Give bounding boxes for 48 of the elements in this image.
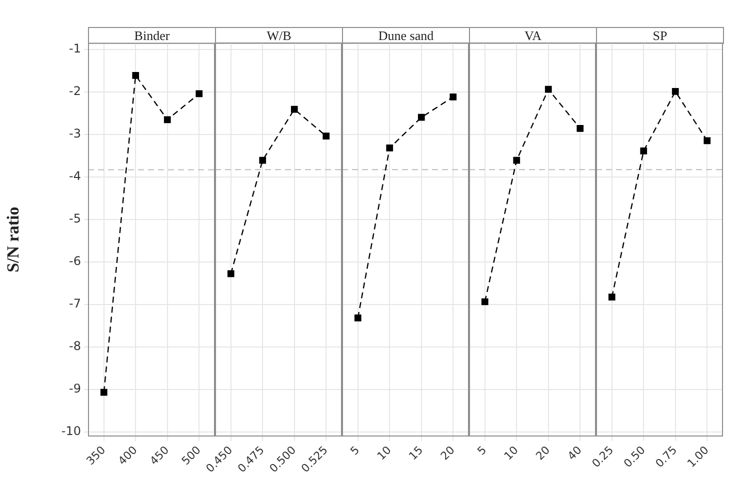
x-tick-label: 5 [474, 444, 490, 458]
x-tick-label: 40 [565, 444, 584, 463]
chart-title: VA [469, 27, 597, 44]
y-tick-label: -8 [69, 338, 81, 353]
y-tick-label: -4 [69, 169, 81, 184]
point [100, 388, 108, 396]
y-tick-label: -10 [61, 424, 81, 438]
point [672, 88, 679, 95]
x-tick-label: 15 [406, 444, 426, 463]
x-tick-label: 5 [348, 444, 362, 458]
x-tick-label: 500 [179, 444, 204, 468]
y-tick-label: -3 [69, 126, 81, 141]
chart-title: W/B [215, 27, 343, 44]
x-tick-label: 20 [438, 444, 458, 463]
point [450, 94, 457, 100]
y-tick-label: -6 [69, 254, 81, 268]
y-tick-label: -9 [69, 381, 81, 396]
y-axis-title: S/N ratio [4, 206, 23, 272]
point [354, 314, 362, 322]
point [481, 298, 488, 306]
y-tick-label: -2 [69, 84, 81, 98]
y-tick-label: -7 [69, 296, 81, 310]
x-tick-label: 20 [533, 444, 553, 463]
point [704, 137, 711, 144]
point [418, 114, 425, 121]
x-tick-label: 10 [374, 444, 394, 463]
point [132, 72, 140, 79]
point [608, 294, 616, 300]
x-tick-label: 10 [502, 444, 521, 463]
x-tick-label: 400 [116, 444, 140, 468]
point [544, 86, 552, 93]
x-tick-label: 350 [84, 444, 108, 468]
y-tick-label: -1 [69, 42, 81, 56]
chart-title: Dune sand [342, 27, 470, 44]
x-tick-label: 450 [147, 444, 172, 468]
point [164, 116, 171, 124]
point [227, 270, 234, 278]
point [386, 144, 394, 152]
point [290, 106, 298, 113]
point [322, 132, 330, 140]
chart-title: Binder [88, 27, 216, 44]
y-tick-label: -5 [69, 212, 81, 226]
point [259, 156, 266, 164]
point [640, 147, 648, 154]
chart-title: SP [596, 27, 724, 44]
point [196, 90, 203, 98]
point [576, 124, 584, 132]
point [513, 156, 520, 164]
